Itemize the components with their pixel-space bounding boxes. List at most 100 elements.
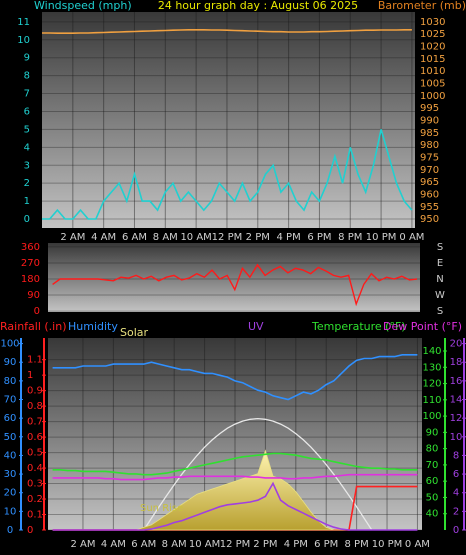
y-tick-label: 12 <box>450 413 463 424</box>
x-tick-label: 8 AM <box>153 232 178 243</box>
y-tick-label: 90 <box>4 357 17 368</box>
y-tick-label: 90 <box>426 427 439 438</box>
y-tick-label: 0 <box>7 525 13 536</box>
y-tick-label: 3 <box>24 160 30 171</box>
y-tick-label: 70 <box>426 460 439 471</box>
x-tick-label: 4 AM <box>91 232 116 243</box>
y-tick-label: 16 <box>450 376 463 387</box>
y-tick-label: 6 <box>453 469 459 480</box>
y-tick-label: 10 <box>450 432 463 443</box>
y-tick-label: 0 <box>453 525 459 536</box>
x-tick-label: 10 AM <box>180 232 211 243</box>
y-tick-label: S <box>437 242 443 253</box>
y-tick-label: 8 <box>24 71 30 82</box>
line <box>42 29 412 34</box>
y-tick-label: 10 <box>4 506 17 517</box>
y-tick-label: 985 <box>420 128 439 139</box>
y-tick-label: 1025 <box>420 29 445 40</box>
x-tick-label: 6 AM <box>131 539 156 550</box>
y-tick-label: 990 <box>420 115 439 126</box>
y-tick-label: 130 <box>422 362 441 373</box>
x-tick-label: 6 PM <box>307 232 331 243</box>
y-tick-label: 965 <box>420 177 439 188</box>
line <box>52 354 418 401</box>
x-tick-label: 10 PM <box>372 539 403 550</box>
y-tick-label: 0.9 <box>27 386 43 397</box>
x-tick-label: 2 AM <box>70 539 95 550</box>
x-tick-label: 12 PM <box>212 232 243 243</box>
y-tick-label: 90 <box>27 290 40 301</box>
y-tick-label: 0.6 <box>27 432 43 443</box>
y2-axis-label: Barometer (mb) <box>378 0 466 12</box>
y-tick-label: 40 <box>4 450 17 461</box>
y-tick-label: 4 <box>453 488 459 499</box>
x-tick-label: 2 PM <box>253 539 277 550</box>
y-axis-label: Windspeed (mph) <box>34 0 132 12</box>
y-tick-label: 0.1 <box>27 510 43 521</box>
x-tick-label: 4 PM <box>284 539 308 550</box>
y-tick-label: 955 <box>420 202 439 213</box>
x-tick-label: 2 AM <box>60 232 85 243</box>
y-tick-label: 1015 <box>420 54 445 65</box>
y-tick-label: 70 <box>4 395 17 406</box>
y-tick-label: 270 <box>21 258 40 269</box>
y-tick-label: 0.4 <box>27 463 43 474</box>
y-tick-label: 1010 <box>420 66 445 77</box>
y-tick-label: W <box>435 290 445 301</box>
y-tick-label: 970 <box>420 165 439 176</box>
x-tick-label: 0 AM <box>405 539 430 550</box>
y-tick-label: N <box>436 274 443 285</box>
y-tick-label: 8 <box>453 450 459 461</box>
y-tick-label: 2 <box>24 178 30 189</box>
y-tick-label: 1030 <box>420 17 445 28</box>
chart-title: 24 hour graph day : August 06 2025 <box>158 0 358 12</box>
x-tick-label: 4 PM <box>277 232 301 243</box>
y-tick-label: 0 <box>34 306 40 317</box>
x-tick-label: 2 PM <box>246 232 270 243</box>
y-tick-label: 0.3 <box>27 479 43 490</box>
y-tick-label: 120 <box>422 379 441 390</box>
y-tick-label: 1 <box>27 370 33 381</box>
y-tick-label: 7 <box>24 89 30 100</box>
legend-label: Humidity <box>68 320 118 333</box>
x-tick-label: 8 AM <box>162 539 187 550</box>
y-tick-label: 9 <box>24 53 30 64</box>
y-tick-label: 180 <box>21 274 40 285</box>
y-tick-label: 10 <box>17 35 30 46</box>
y-tick-label: 50 <box>4 432 17 443</box>
line <box>52 481 418 531</box>
y-tick-label: 0.5 <box>27 448 43 459</box>
y-tick-label: 100 <box>422 411 441 422</box>
y-tick-label: 50 <box>426 492 439 503</box>
y-tick-label: 20 <box>4 488 17 499</box>
y-tick-label: 14 <box>450 395 463 406</box>
y-tick-label: 80 <box>426 444 439 455</box>
legend-label: Rainfall (.in) <box>0 320 67 333</box>
y-tick-label: 0 <box>24 214 30 225</box>
annotation: Sun Rise <box>140 503 183 514</box>
legend-label: UV <box>248 320 264 333</box>
y-tick-label: 60 <box>426 476 439 487</box>
y-tick-label: 11 <box>17 17 30 28</box>
y-tick-label: 2 <box>453 506 459 517</box>
y-tick-label: 6 <box>24 106 30 117</box>
y-tick-label: 30 <box>4 469 17 480</box>
y-tick-label: 995 <box>420 103 439 114</box>
x-tick-label: 10 AM <box>189 539 220 550</box>
legend-label: Dew Point (°F) <box>383 320 462 333</box>
y-tick-label: 140 <box>422 346 441 357</box>
x-tick-label: 4 AM <box>101 539 126 550</box>
y-tick-label: S <box>437 306 443 317</box>
y-tick-label: 1.1 <box>27 355 43 366</box>
x-tick-label: 12 PM <box>220 539 251 550</box>
line <box>52 263 418 307</box>
y-tick-label: 20 <box>450 339 463 350</box>
y-tick-label: 980 <box>420 140 439 151</box>
y-tick-label: 1020 <box>420 42 445 53</box>
plot-area <box>42 12 415 228</box>
y-tick-label: 1 <box>24 196 30 207</box>
y-tick-label: 100 <box>0 339 19 350</box>
y-tick-label: 18 <box>450 357 463 368</box>
legend-label: Solar <box>120 326 149 339</box>
